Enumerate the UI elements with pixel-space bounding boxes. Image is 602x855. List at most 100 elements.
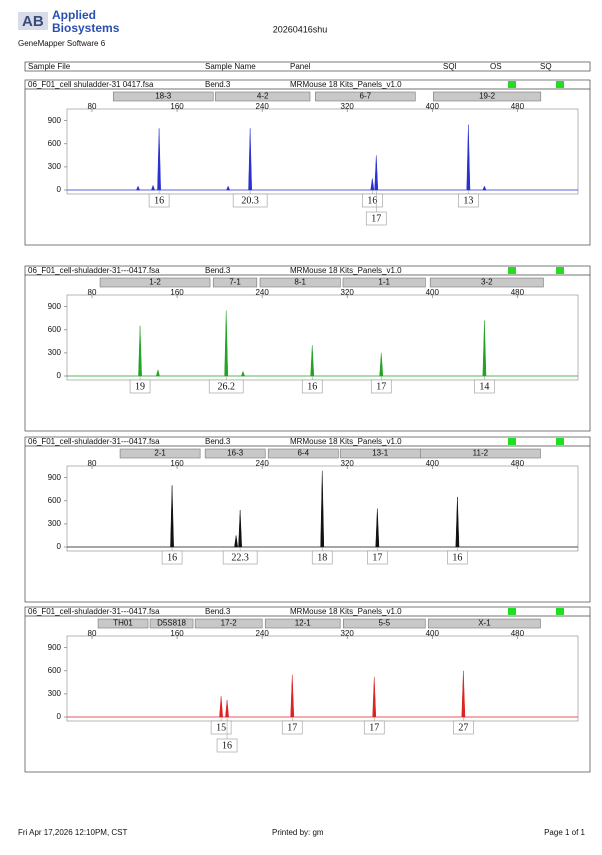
- allele-label: 20.3: [241, 195, 259, 206]
- x-tick-label: 240: [255, 102, 269, 111]
- status-flag: [508, 438, 516, 445]
- x-tick-label: 400: [426, 459, 440, 468]
- marker-name: 1-1: [378, 278, 390, 287]
- x-tick-label: 480: [511, 629, 525, 638]
- peak: [224, 310, 229, 377]
- peak: [466, 124, 471, 191]
- marker-name: 3-2: [481, 278, 493, 287]
- x-tick-label: 80: [88, 288, 97, 297]
- marker-name: D5S818: [157, 619, 186, 628]
- x-tick-label: 160: [170, 102, 184, 111]
- panel-box: [24, 79, 591, 246]
- status-flag: [556, 81, 564, 88]
- brand: Applied: [52, 8, 96, 22]
- allele-box: [210, 720, 232, 735]
- peak: [372, 676, 377, 718]
- panel-box: [24, 606, 591, 773]
- x-tick-label: 400: [426, 288, 440, 297]
- peak: [455, 496, 460, 548]
- marker-name: 16-3: [227, 449, 244, 458]
- allele-box: [208, 379, 244, 394]
- status-flag: [556, 438, 564, 445]
- peak: [375, 508, 380, 548]
- column-header: [24, 61, 591, 72]
- plot-frame: [66, 635, 579, 722]
- y-tick-label: 0: [57, 542, 62, 551]
- column: Panel: [290, 62, 311, 71]
- column: OS: [490, 62, 502, 71]
- peak: [226, 185, 231, 191]
- peak: [238, 510, 242, 548]
- x-tick-label: 400: [426, 102, 440, 111]
- column: SQI: [443, 62, 457, 71]
- allele-box: [447, 550, 468, 565]
- peak: [482, 185, 487, 191]
- marker-bin: [149, 618, 194, 629]
- marker-name: 12-1: [295, 619, 312, 628]
- software: GeneMapper Software 6: [18, 39, 106, 48]
- status-flag: [508, 608, 516, 615]
- allele-label: 16: [167, 552, 177, 563]
- y-tick-label: 900: [48, 643, 62, 652]
- peak: [370, 178, 375, 191]
- allele-label: 19: [135, 381, 145, 392]
- marker-name: 5-5: [379, 619, 391, 628]
- allele-label: 16: [307, 381, 317, 392]
- panel-name: MRMouse 18 Kits_Panels_v1.0: [290, 607, 402, 616]
- marker-bin: [259, 277, 341, 288]
- marker-name: 6-7: [360, 92, 372, 101]
- sample-file: 06_F01_cell-shuladder-31---0417.fsa: [28, 607, 160, 616]
- marker-name: TH01: [113, 619, 133, 628]
- x-tick-label: 160: [170, 629, 184, 638]
- allele-box: [362, 193, 383, 208]
- peak: [461, 670, 466, 718]
- footer-printed: Printed by: gm: [272, 828, 324, 837]
- x-tick-label: 320: [341, 629, 355, 638]
- x-tick-label: 320: [341, 459, 355, 468]
- y-tick-label: 600: [48, 666, 62, 675]
- allele-label: 17: [369, 722, 379, 733]
- x-tick-label: 320: [341, 288, 355, 297]
- peak: [290, 674, 295, 718]
- brand: Biosystems: [52, 21, 120, 35]
- panel-name: MRMouse 18 Kits_Panels_v1.0: [290, 80, 402, 89]
- marker-name: 7-1: [229, 278, 241, 287]
- allele-box: [281, 720, 303, 735]
- allele-label: 26.2: [217, 381, 235, 392]
- logo-box: [18, 12, 48, 30]
- marker-bin: [119, 448, 201, 459]
- marker-bin: [99, 277, 211, 288]
- status-flag: [508, 267, 516, 274]
- marker-bin: [315, 91, 416, 102]
- peak: [170, 485, 174, 548]
- x-tick-label: 240: [255, 288, 269, 297]
- sample-name: Bend.3: [205, 80, 231, 89]
- marker-name: 8-1: [294, 278, 306, 287]
- status-flag: [508, 81, 516, 88]
- marker-bin: [212, 277, 258, 288]
- allele-label: 14: [479, 381, 489, 392]
- allele-box: [367, 550, 388, 565]
- y-tick-label: 0: [57, 185, 62, 194]
- allele-label: 15: [216, 722, 226, 733]
- peak: [482, 320, 487, 377]
- allele-box: [458, 193, 479, 208]
- allele-box: [129, 379, 151, 394]
- allele-label: 16: [154, 195, 164, 206]
- y-tick-label: 900: [48, 473, 62, 482]
- plot-frame: [66, 108, 579, 195]
- marker-name: 4-2: [257, 92, 269, 101]
- marker-name: 2-1: [154, 449, 166, 458]
- sample-name: Bend.3: [205, 607, 231, 616]
- x-tick-label: 80: [88, 102, 97, 111]
- allele-label: 27: [458, 722, 468, 733]
- y-tick-label: 300: [48, 689, 62, 698]
- marker-bin: [342, 618, 426, 629]
- allele-label: 18: [317, 552, 327, 563]
- allele-box: [370, 379, 392, 394]
- y-tick-label: 300: [48, 519, 62, 528]
- marker-bin: [428, 618, 541, 629]
- allele-label: 16: [222, 740, 232, 751]
- x-tick-label: 80: [88, 459, 97, 468]
